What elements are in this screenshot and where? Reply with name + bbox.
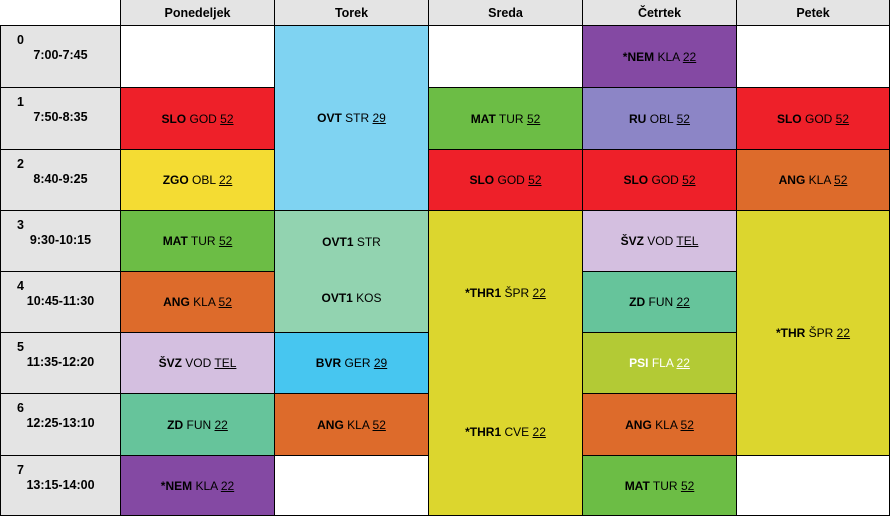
day-header-thursday: Četrtek [583, 0, 737, 26]
empty-slot-monday-0 [121, 26, 275, 88]
day-header-friday: Petek [737, 0, 890, 26]
lesson-thursday-5[interactable]: PSI FLA 22 [583, 333, 737, 394]
lesson-thursday-0[interactable]: *NEM KLA 22 [583, 26, 737, 88]
period-4: 4 10:45-11:30 [0, 272, 121, 333]
day-header-tuesday: Torek [275, 0, 429, 26]
period-3: 3 9:30-10:15 [0, 211, 121, 272]
day-header-wednesday: Sreda [429, 0, 583, 26]
period-number: 1 [17, 95, 24, 109]
period-1: 1 7:50-8:35 [0, 88, 121, 150]
period-2: 2 8:40-9:25 [0, 150, 121, 211]
period-0: 0 7:00-7:45 [0, 26, 121, 88]
period-time: 11:35-12:20 [26, 355, 95, 369]
empty-slot-wednesday-0 [429, 26, 583, 88]
period-6: 6 12:25-13:10 [0, 394, 121, 456]
period-time: 8:40-9:25 [33, 172, 88, 186]
lesson-monday-3[interactable]: MAT TUR 52 [121, 211, 275, 272]
period-number: 3 [17, 218, 24, 232]
period-time: 7:50-8:35 [33, 110, 88, 124]
day-header-monday: Ponedeljek [121, 0, 275, 26]
lesson-tuesday-3-4[interactable]: OVT1 STR OVT1 KOS [275, 211, 429, 333]
lesson-monday-4[interactable]: ANG KLA 52 [121, 272, 275, 333]
period-number: 5 [17, 340, 24, 354]
lesson-thursday-7[interactable]: MAT TUR 52 [583, 456, 737, 516]
lesson-tuesday-6[interactable]: ANG KLA 52 [275, 394, 429, 456]
period-number: 6 [17, 401, 24, 415]
lesson-monday-7[interactable]: *NEM KLA 22 [121, 456, 275, 516]
lesson-friday-2[interactable]: ANG KLA 52 [737, 150, 890, 211]
period-number: 7 [17, 463, 24, 477]
lesson-wednesday-1[interactable]: MAT TUR 52 [429, 88, 583, 150]
lesson-monday-6[interactable]: ZD FUN 22 [121, 394, 275, 456]
lesson-tuesday-0-2[interactable]: OVT STR 29 [275, 26, 429, 211]
lesson-thursday-6[interactable]: ANG KLA 52 [583, 394, 737, 456]
period-number: 0 [17, 33, 24, 47]
lesson-monday-2[interactable]: ZGO OBL 22 [121, 150, 275, 211]
period-number: 4 [17, 279, 24, 293]
lesson-monday-1[interactable]: SLO GOD 52 [121, 88, 275, 150]
lesson-thursday-3[interactable]: ŠVZ VOD TEL [583, 211, 737, 272]
lesson-monday-5[interactable]: ŠVZ VOD TEL [121, 333, 275, 394]
lesson-thursday-1[interactable]: RU OBL 52 [583, 88, 737, 150]
empty-slot-tuesday-7 [275, 456, 429, 516]
period-time: 10:45-11:30 [26, 294, 95, 308]
lesson-thursday-4[interactable]: ZD FUN 22 [583, 272, 737, 333]
lesson-tuesday-5[interactable]: BVR GER 29 [275, 333, 429, 394]
period-5: 5 11:35-12:20 [0, 333, 121, 394]
lesson-wednesday-2[interactable]: SLO GOD 52 [429, 150, 583, 211]
empty-slot-friday-0 [737, 26, 890, 88]
lesson-friday-3-6[interactable]: *THR ŠPR 22 [737, 211, 890, 456]
period-7: 7 13:15-14:00 [0, 456, 121, 516]
corner-cell [0, 0, 121, 26]
empty-slot-friday-7 [737, 456, 890, 516]
period-time: 9:30-10:15 [29, 233, 92, 247]
period-number: 2 [17, 157, 24, 171]
period-time: 13:15-14:00 [26, 478, 95, 492]
lesson-wednesday-3-7[interactable]: *THR1 ŠPR 22 *THR1 CVE 22 [429, 211, 583, 516]
period-time: 7:00-7:45 [33, 48, 88, 62]
lesson-thursday-2[interactable]: SLO GOD 52 [583, 150, 737, 211]
period-time: 12:25-13:10 [26, 416, 95, 430]
lesson-friday-1[interactable]: SLO GOD 52 [737, 88, 890, 150]
